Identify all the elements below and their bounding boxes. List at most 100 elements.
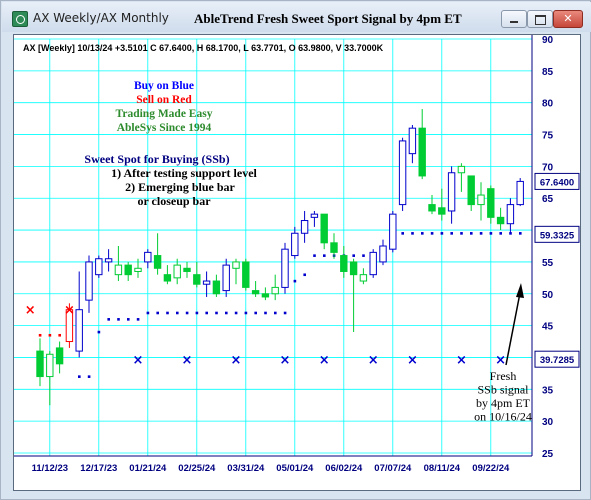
legend-line: Sell on Red (136, 94, 192, 106)
legend-line: AbleSys Since 1994 (117, 122, 212, 134)
price-tag-box (534, 350, 580, 368)
maximize-button[interactable] (527, 10, 553, 28)
candle-body (193, 274, 201, 285)
stop-dot (195, 311, 199, 315)
candle-body (340, 255, 348, 272)
close-button[interactable]: ✕ (553, 10, 583, 28)
y-tick-label: 85 (542, 67, 554, 78)
candle-body (467, 175, 475, 206)
price-tag-label: 59.3325 (540, 230, 575, 241)
stop-dot (293, 279, 297, 283)
candle-body (173, 264, 181, 279)
x-tick-label: 11/12/23 (32, 463, 68, 474)
signal-x-marker: × (368, 353, 379, 368)
y-tick-label: 80 (542, 99, 554, 110)
stop-dot (136, 318, 140, 321)
stop-dot (489, 232, 493, 235)
signal-x-marker: × (182, 353, 193, 368)
stop-dot (440, 232, 444, 235)
chart-panel[interactable]: 253035404550556065707580859011/12/2312/1… (13, 34, 581, 491)
signal-x-marker: × (64, 303, 75, 318)
x-tick-label: 08/11/24 (424, 463, 461, 474)
stop-dot (264, 311, 267, 315)
y-tick-label: 75 (542, 131, 554, 142)
stop-dot (166, 311, 169, 315)
stop-dot (127, 318, 130, 321)
candle-body (457, 165, 466, 174)
candle-body (212, 280, 221, 295)
x-tick-label: 02/25/24 (178, 463, 216, 474)
stop-dot (225, 311, 228, 315)
stop-dot (117, 318, 120, 321)
candle-body (271, 286, 279, 295)
stop-dot (450, 232, 453, 235)
signal-x-marker: × (495, 353, 506, 368)
candle-body (144, 251, 152, 263)
y-tick-label: 35 (542, 385, 554, 396)
stop-dot (421, 232, 424, 235)
stop-dot (97, 330, 101, 334)
candle-body (447, 172, 456, 212)
candle-body (487, 188, 495, 218)
x-tick-label: 07/07/24 (374, 463, 412, 474)
candle-body (398, 140, 407, 206)
candle-body (114, 264, 123, 276)
candle-body (281, 248, 289, 288)
candle-body (291, 232, 299, 257)
stop-dot (176, 311, 179, 315)
y-tick-label: 90 (542, 35, 554, 46)
callout-text-line: by 4pm ET (476, 396, 531, 410)
candle-body (251, 290, 260, 295)
stop-dot (509, 232, 512, 235)
price-chart[interactable]: 253035404550556065707580859011/12/2312/1… (14, 35, 580, 490)
stop-dot (215, 311, 218, 315)
signal-x-marker: × (133, 353, 144, 368)
grid-lines (14, 38, 532, 456)
window-title: AbleTrend Fresh Sweet Sport Signal by 4p… (194, 11, 462, 26)
stop-dot (479, 232, 483, 235)
stop-dot (283, 311, 287, 315)
y-tick-label: 45 (542, 322, 554, 333)
y-tick-label: 30 (542, 417, 554, 428)
candle-body (261, 293, 270, 298)
signal-x-marker: × (25, 303, 36, 318)
x-tick-label: 12/17/23 (80, 463, 117, 474)
candle-body (300, 220, 309, 234)
chart-tab-label[interactable]: AX Weekly/AX Monthly (33, 11, 169, 25)
sweet-spot-line: 2) Emerging blue bar (125, 180, 235, 194)
candle-body (95, 258, 103, 276)
candle-body (428, 204, 436, 212)
legend-line: Trading Made Easy (116, 108, 213, 120)
candle-body (55, 347, 64, 365)
y-tick-label: 70 (542, 162, 554, 173)
stop-dot (362, 254, 365, 257)
x-tick-label: 03/31/24 (227, 463, 265, 474)
callout-arrow-line (505, 292, 521, 366)
candle-body (85, 261, 93, 301)
y-tick-label: 65 (542, 194, 554, 205)
candle-body (418, 127, 426, 177)
stop-dot (87, 375, 91, 378)
stop-dot (78, 375, 81, 378)
chart-header: AX [Weekly] 10/13/24 +3.5101 C 67.6400, … (23, 43, 384, 53)
stop-dot (470, 232, 473, 235)
candle-body (496, 216, 505, 225)
callout-text-line: SSb signal (477, 383, 529, 397)
minimize-button[interactable] (501, 10, 527, 28)
x-tick-label: 05/01/24 (276, 463, 314, 474)
price-tag-box (534, 225, 580, 243)
candle-body (320, 213, 328, 244)
candle-body (163, 274, 172, 282)
candle-body (349, 261, 358, 276)
title-bar: AX Weekly/AX Monthly AbleTrend Fresh Swe… (2, 2, 591, 32)
signal-x-marker: × (280, 353, 291, 368)
stop-dot (323, 254, 326, 257)
stop-dot (38, 333, 42, 337)
candle-body (438, 207, 446, 215)
stop-dot (254, 311, 257, 315)
y-tick-label: 50 (542, 290, 554, 301)
stop-dot (411, 232, 414, 235)
callout-text-line: Fresh (490, 369, 517, 383)
y-tick-label: 55 (542, 258, 554, 269)
price-tag-label: 39.7285 (540, 355, 575, 366)
